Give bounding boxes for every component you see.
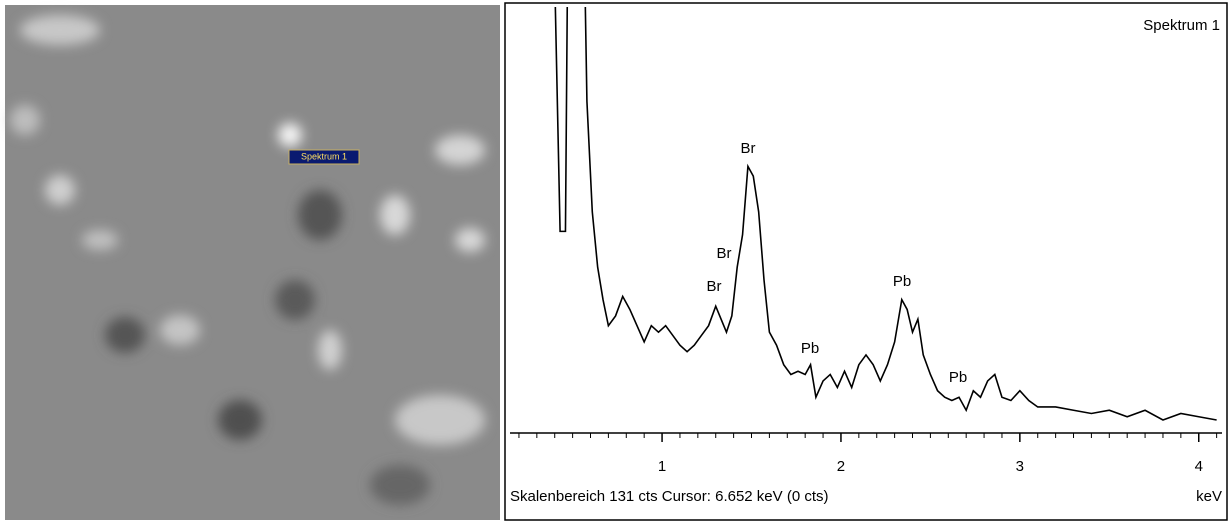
peak-label: Br xyxy=(717,245,732,262)
peak-label: Pb xyxy=(949,369,967,386)
x-tick-label: 2 xyxy=(837,458,845,475)
x-tick-label: 3 xyxy=(1016,458,1024,475)
x-tick-label: 1 xyxy=(658,458,666,475)
sem-image: Spektrum 1 xyxy=(5,5,500,520)
legend-entry: Spektrum 1 xyxy=(1143,17,1220,34)
spectrum-line xyxy=(554,7,1217,421)
image-label: Spektrum 1 xyxy=(301,151,347,161)
peak-label: Br xyxy=(707,278,722,295)
x-axis-label: keV xyxy=(1196,488,1222,505)
peak-label: Pb xyxy=(893,273,911,290)
peak-label: Br xyxy=(741,140,756,157)
plot-area xyxy=(554,7,1217,421)
spectrum-panel xyxy=(504,2,1228,521)
peak-label: Pb xyxy=(801,340,819,357)
footer: Skalenbereich 131 cts Cursor: 6.652 keV … xyxy=(510,488,829,505)
x-tick-label: 4 xyxy=(1195,458,1203,475)
